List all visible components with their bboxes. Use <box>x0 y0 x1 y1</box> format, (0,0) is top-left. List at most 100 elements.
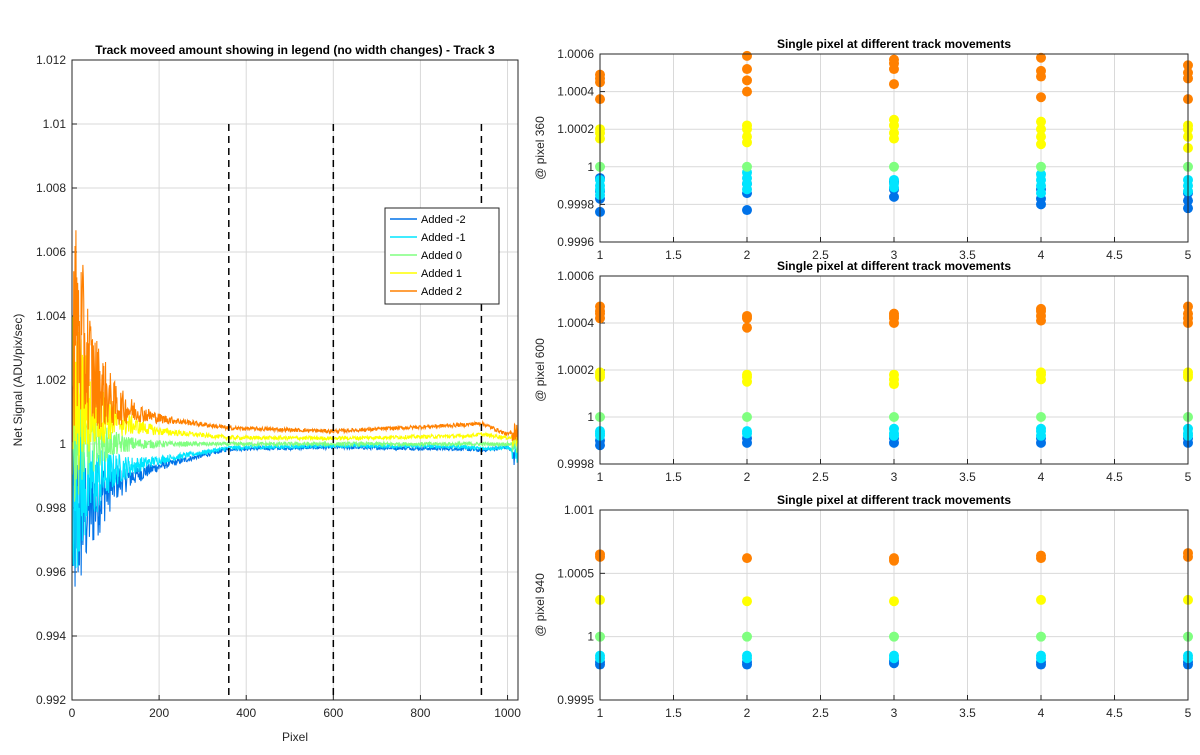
data-point <box>742 426 752 437</box>
data-point <box>889 79 899 90</box>
x-tick-label: 2.5 <box>812 248 829 262</box>
y-tick-label: 1 <box>587 410 594 424</box>
data-point <box>1036 161 1046 172</box>
y-tick-label: 0.994 <box>36 629 66 643</box>
y-tick-label: 1.002 <box>36 373 66 387</box>
legend-label: Added -2 <box>421 214 466 226</box>
x-tick-label: 4 <box>1038 470 1045 484</box>
x-tick-label: 200 <box>149 706 169 720</box>
data-point <box>742 75 752 86</box>
chart-title: Single pixel at different track movement… <box>777 493 1011 507</box>
data-point <box>1036 631 1046 642</box>
data-point <box>742 205 752 216</box>
y-tick-label: 1 <box>587 630 594 644</box>
data-point <box>1036 303 1046 314</box>
y-tick-label: 0.992 <box>36 693 66 707</box>
x-tick-label: 400 <box>236 706 256 720</box>
axes-2: 1 1.5 2 2.5 3 3.5 4 4.5 50.999811.00021.00041.00… <box>533 259 1193 484</box>
axes-frame <box>599 275 1189 465</box>
x-tick-label: 2.5 <box>812 706 829 720</box>
data-point <box>1036 124 1046 135</box>
data-point <box>742 412 752 422</box>
data-point <box>1036 65 1046 76</box>
data-point <box>742 64 752 75</box>
y-tick-label: 1.0006 <box>557 47 594 61</box>
x-tick-label: 3.5 <box>959 470 976 484</box>
x-tick-label: 2 <box>744 470 751 484</box>
y-tick-label: 0.9998 <box>557 457 594 471</box>
data-point <box>1036 52 1046 63</box>
x-tick-label: 3 <box>891 248 898 262</box>
y-axis-label: @ pixel 600 <box>533 338 547 402</box>
series-lines <box>72 230 518 587</box>
y-tick-label: 1.0004 <box>557 85 594 99</box>
data-point <box>742 596 752 607</box>
scatter-points <box>595 301 1193 451</box>
data-point <box>889 423 899 434</box>
series-line-added-1 <box>72 420 518 569</box>
y-tick-label: 0.9995 <box>557 693 594 707</box>
axes-frame <box>599 509 1189 701</box>
data-point <box>889 631 899 642</box>
data-point <box>889 174 899 185</box>
data-point <box>742 631 752 642</box>
data-point <box>742 50 752 61</box>
axes-0: 0 200 400 600 800 1000 0.992 0.994 0.996 0.998 1 1.… <box>11 43 521 744</box>
x-tick-label: 4 <box>1038 248 1045 262</box>
y-tick-label: 1.0002 <box>557 363 594 377</box>
series-line-added2 <box>72 230 518 443</box>
data-point <box>742 310 752 321</box>
x-tick-label: 5 <box>1185 248 1192 262</box>
data-point <box>742 161 752 172</box>
axes-1: 1 1.5 2 2.5 3 3.5 4 4.5 5 0.9996 0.9998 1 1.0002 1.00… <box>533 37 1193 262</box>
data-point <box>1036 367 1046 378</box>
y-tick-label: 1 <box>59 437 66 451</box>
legend-label: Added -1 <box>421 232 466 244</box>
data-point <box>1036 139 1046 150</box>
chart-title: Track moveed amount showing in legend (n… <box>95 43 495 57</box>
chart-title: Single pixel at different track movement… <box>777 37 1011 51</box>
x-tick-label: 3.5 <box>959 248 976 262</box>
data-point <box>742 120 752 131</box>
x-tick-label: 1 <box>597 248 604 262</box>
legend: Added -2 Added -1 Added 0 Added 1 Added 2 <box>384 207 500 305</box>
x-tick-label: 800 <box>410 706 430 720</box>
data-point <box>1036 116 1046 127</box>
x-tick-label: 3.5 <box>959 706 976 720</box>
x-tick-label: 2.5 <box>812 470 829 484</box>
x-tick-label: 4.5 <box>1106 470 1123 484</box>
y-tick-label: 1.0004 <box>557 316 594 330</box>
y-tick-label: 0.998 <box>36 501 66 515</box>
data-point <box>1036 412 1046 422</box>
y-tick-label: 0.9998 <box>557 197 594 211</box>
x-tick-label: 1000 <box>494 706 521 720</box>
x-tick-label: 4 <box>1038 706 1045 720</box>
legend-label: Added 2 <box>421 286 462 298</box>
x-tick-label: 5 <box>1185 706 1192 720</box>
axes-3: 1 1.5 2 2.5 3 3.5 4 4.5 50.999511.00051.001Singl… <box>533 493 1193 720</box>
legend-label: Added 0 <box>421 250 462 262</box>
x-tick-label: 3 <box>891 706 898 720</box>
data-point <box>889 596 899 607</box>
y-tick-label: 0.9996 <box>557 235 594 249</box>
x-tick-label: 4.5 <box>1106 248 1123 262</box>
data-point <box>1036 92 1046 103</box>
x-tick-label: 2 <box>744 706 751 720</box>
data-point <box>889 161 899 172</box>
y-tick-label: 1.0002 <box>557 122 594 136</box>
data-point <box>742 553 752 564</box>
scatter-points <box>595 548 1193 670</box>
x-tick-label: 0 <box>69 706 76 720</box>
data-point <box>889 650 899 661</box>
x-tick-label: 1 <box>597 706 604 720</box>
data-point <box>742 322 752 333</box>
x-tick-label: 1.5 <box>665 248 682 262</box>
x-tick-label: 1.5 <box>665 470 682 484</box>
data-point <box>889 54 899 65</box>
y-tick-label: 0.996 <box>36 565 66 579</box>
data-point <box>889 114 899 125</box>
y-tick-label: 1.0005 <box>557 566 594 580</box>
y-tick-label: 1.001 <box>564 503 594 517</box>
data-point <box>742 86 752 97</box>
